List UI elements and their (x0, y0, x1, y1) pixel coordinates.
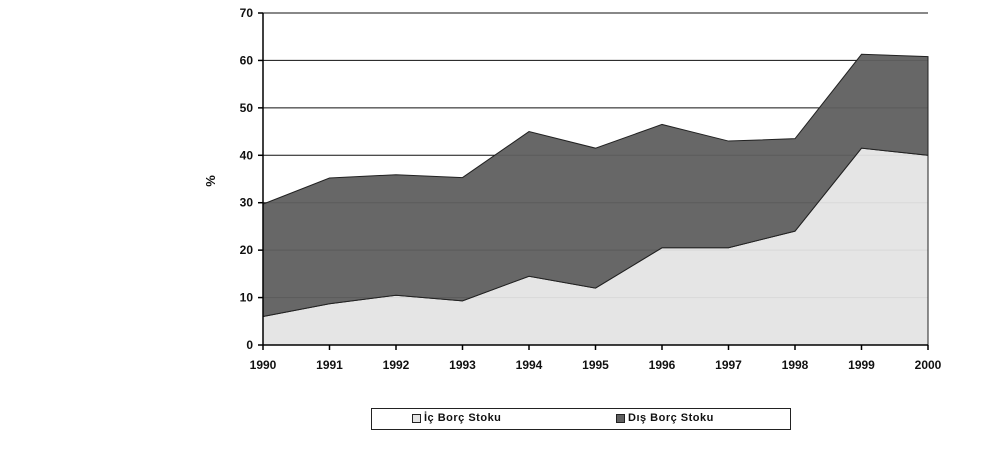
y-tick-label-10: 10 (240, 291, 254, 305)
x-tick-label-1991: 1991 (316, 358, 343, 372)
x-axis-ticks: 1990 1991 1992 1993 1994 1995 1996 1997 1998 1999… (250, 345, 942, 372)
x-tick-label-1992: 1992 (383, 358, 410, 372)
areas (262, 53, 929, 346)
legend-label-ic-borc: İç Borç Stoku (424, 412, 502, 424)
x-tick-label-1990: 1990 (250, 358, 277, 372)
y-axis-label: % (203, 175, 218, 187)
x-tick-label-1999: 1999 (848, 358, 875, 372)
y-tick-label-60: 60 (240, 53, 254, 67)
x-tick-label-1994: 1994 (516, 358, 543, 372)
y-tick-label-0: 0 (246, 338, 253, 352)
y-tick-label-50: 50 (240, 101, 254, 115)
x-tick-label-1993: 1993 (449, 358, 476, 372)
legend-swatch-ic-borc (412, 413, 421, 423)
y-tick-label-30: 30 (240, 196, 254, 210)
y-tick-label-40: 40 (240, 148, 254, 162)
x-tick-label-2000: 2000 (915, 358, 942, 372)
x-tick-label-1998: 1998 (782, 358, 809, 372)
x-tick-label-1997: 1997 (715, 358, 742, 372)
y-axis-ticks: 0 10 20 30 40 50 60 70 (240, 6, 263, 352)
y-tick-label-70: 70 (240, 6, 254, 20)
x-tick-label-1995: 1995 (582, 358, 609, 372)
x-tick-label-1996: 1996 (649, 358, 676, 372)
legend-label-dis-borc: Dış Borç Stoku (628, 412, 714, 424)
legend-item-ic-borc: İç Borç Stoku (412, 412, 501, 424)
y-tick-label-20: 20 (240, 243, 254, 257)
legend-swatch-dis-borc (616, 413, 625, 423)
legend-item-dis-borc: Dış Borç Stoku (616, 412, 714, 424)
area-series-1 (262, 53, 929, 318)
legend: İç Borç Stoku Dış Borç Stoku (371, 408, 791, 430)
